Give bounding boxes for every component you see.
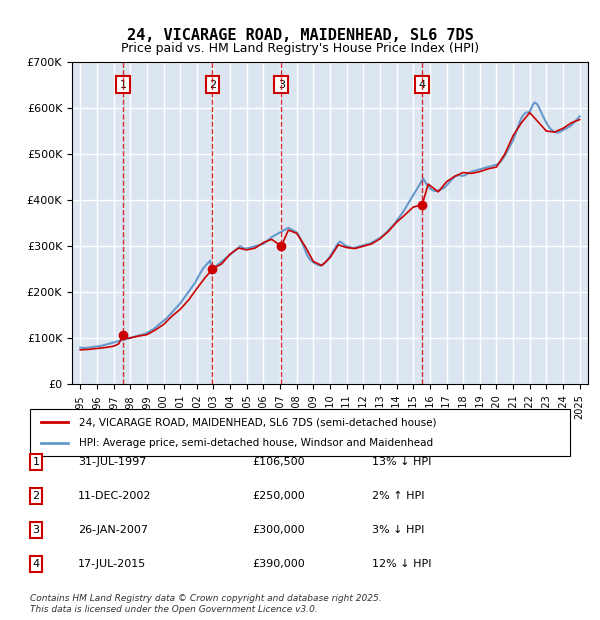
Text: 3: 3 [32,525,40,535]
Text: 11-DEC-2002: 11-DEC-2002 [78,491,151,501]
Text: £250,000: £250,000 [252,491,305,501]
Text: 13% ↓ HPI: 13% ↓ HPI [372,457,431,467]
Text: £390,000: £390,000 [252,559,305,569]
Text: 3: 3 [278,79,285,89]
Text: 31-JUL-1997: 31-JUL-1997 [78,457,146,467]
Text: 24, VICARAGE ROAD, MAIDENHEAD, SL6 7DS (semi-detached house): 24, VICARAGE ROAD, MAIDENHEAD, SL6 7DS (… [79,417,436,427]
Text: HPI: Average price, semi-detached house, Windsor and Maidenhead: HPI: Average price, semi-detached house,… [79,438,433,448]
Text: 24, VICARAGE ROAD, MAIDENHEAD, SL6 7DS: 24, VICARAGE ROAD, MAIDENHEAD, SL6 7DS [127,28,473,43]
Text: 3% ↓ HPI: 3% ↓ HPI [372,525,424,535]
Text: 26-JAN-2007: 26-JAN-2007 [78,525,148,535]
Text: Contains HM Land Registry data © Crown copyright and database right 2025.
This d: Contains HM Land Registry data © Crown c… [30,595,382,614]
Text: £300,000: £300,000 [252,525,305,535]
FancyBboxPatch shape [30,409,570,456]
Text: £106,500: £106,500 [252,457,305,467]
Text: 1: 1 [32,457,40,467]
Text: 1: 1 [120,79,127,89]
Text: 2: 2 [32,491,40,501]
Text: 4: 4 [419,79,426,89]
Text: Price paid vs. HM Land Registry's House Price Index (HPI): Price paid vs. HM Land Registry's House … [121,42,479,55]
Text: 4: 4 [32,559,40,569]
Text: 2% ↑ HPI: 2% ↑ HPI [372,491,425,501]
Text: 17-JUL-2015: 17-JUL-2015 [78,559,146,569]
Text: 12% ↓ HPI: 12% ↓ HPI [372,559,431,569]
Text: 2: 2 [209,79,216,89]
